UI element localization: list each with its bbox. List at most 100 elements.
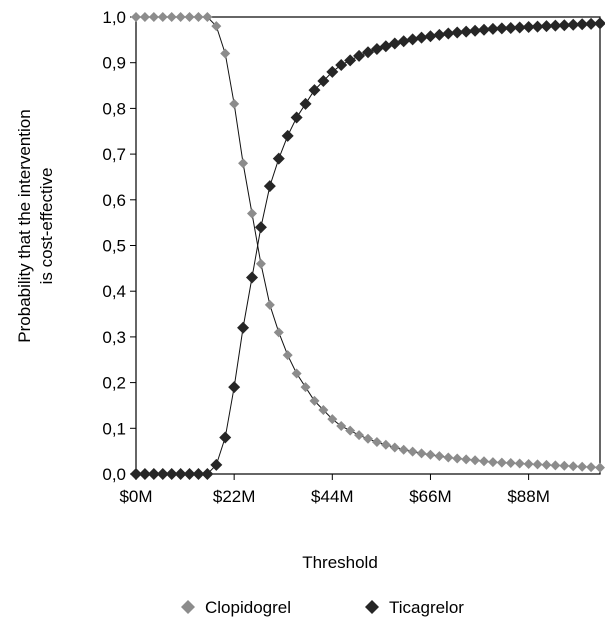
legend-marker-clopidogrel xyxy=(181,600,195,614)
data-point xyxy=(389,442,400,453)
y-axis-title: Probability that the intervention is cos… xyxy=(15,109,56,342)
data-point xyxy=(254,221,267,234)
x-tick-label: $66M xyxy=(409,487,452,506)
data-point xyxy=(353,49,366,62)
data-point xyxy=(202,12,213,22)
data-point xyxy=(388,37,401,50)
data-point xyxy=(595,462,605,473)
data-point xyxy=(541,459,552,470)
x-tick-label: $44M xyxy=(311,487,354,506)
data-point xyxy=(363,433,373,444)
x-tick-label: $88M xyxy=(507,487,550,506)
plot-frame xyxy=(135,16,601,475)
data-point xyxy=(469,24,482,37)
data-point xyxy=(540,20,553,33)
data-point xyxy=(299,97,312,110)
legend-label-clopidogrel: Clopidogrel xyxy=(205,598,291,617)
data-point xyxy=(273,327,284,338)
data-point xyxy=(335,58,348,71)
data-point xyxy=(370,42,383,55)
y-tick-label: 0,8 xyxy=(102,99,126,118)
data-point xyxy=(495,22,508,35)
data-point xyxy=(433,28,446,41)
data-point xyxy=(192,468,205,480)
y-axis-title-line-2: is cost-effective xyxy=(37,168,56,285)
data-point xyxy=(220,48,231,59)
data-point xyxy=(184,12,195,22)
legend-label-ticagrelor: Ticagrelor xyxy=(389,598,464,617)
data-point xyxy=(318,405,329,416)
data-point xyxy=(345,425,356,436)
data-point xyxy=(479,456,489,467)
data-point xyxy=(147,468,160,480)
y-tick-label: 0,4 xyxy=(102,282,126,301)
data-point xyxy=(344,54,357,67)
y-tick-label: 0,6 xyxy=(102,191,126,210)
data-point xyxy=(380,439,391,450)
data-point xyxy=(559,460,570,471)
x-axis: $0M $22M $44M $66M $88M xyxy=(119,474,550,506)
y-tick-label: 0,5 xyxy=(102,237,126,256)
data-point xyxy=(327,414,338,425)
data-point xyxy=(442,27,455,40)
data-point xyxy=(291,368,302,379)
data-point xyxy=(531,20,544,33)
data-point xyxy=(156,468,169,480)
data-point xyxy=(130,468,142,480)
data-point xyxy=(131,12,141,22)
data-point xyxy=(263,180,276,193)
data-point xyxy=(523,458,534,469)
data-point xyxy=(576,18,589,31)
data-point xyxy=(183,468,196,480)
data-point xyxy=(461,454,472,465)
data-point xyxy=(470,455,481,466)
data-point xyxy=(415,31,428,44)
data-point xyxy=(407,446,418,457)
data-point xyxy=(567,18,580,31)
y-tick-label: 0,0 xyxy=(102,465,126,484)
data-point xyxy=(309,395,320,406)
y-axis-title-line-1: Probability that the intervention xyxy=(15,109,34,342)
data-point xyxy=(478,23,490,36)
series-line xyxy=(136,16,601,469)
data-point xyxy=(585,17,598,30)
x-axis-title: Threshold xyxy=(302,553,378,572)
data-point xyxy=(264,299,275,310)
legend-marker-ticagrelor xyxy=(365,600,379,614)
data-point xyxy=(496,457,507,468)
x-tick-label: $0M xyxy=(119,487,152,506)
data-point xyxy=(513,21,526,34)
data-point xyxy=(424,30,437,43)
data-point xyxy=(193,12,204,22)
y-tick-label: 1,0 xyxy=(102,8,126,27)
y-tick-label: 0,3 xyxy=(102,328,126,347)
data-point xyxy=(139,12,150,22)
data-point xyxy=(165,468,178,480)
data-point xyxy=(451,26,464,39)
data-point xyxy=(452,453,463,464)
data-point xyxy=(397,35,410,48)
data-point xyxy=(300,382,311,393)
data-point xyxy=(416,448,427,459)
data-point xyxy=(486,22,499,35)
y-tick-label: 0,2 xyxy=(102,374,126,393)
data-point xyxy=(175,12,186,22)
data-point xyxy=(460,25,473,38)
data-point xyxy=(406,33,419,46)
y-tick-label: 0,9 xyxy=(102,54,126,73)
data-point xyxy=(229,98,240,109)
y-tick-label: 0,7 xyxy=(102,145,126,164)
data-point xyxy=(247,208,257,219)
data-point xyxy=(237,321,250,334)
data-point xyxy=(211,21,222,32)
data-point xyxy=(549,19,562,32)
data-point xyxy=(166,12,177,22)
plot-area xyxy=(135,16,601,475)
data-point xyxy=(272,152,285,165)
data-point xyxy=(246,271,258,284)
data-point xyxy=(362,46,374,59)
data-point xyxy=(379,40,392,53)
data-point xyxy=(354,430,365,441)
data-point xyxy=(210,458,223,471)
y-tick-label: 0,1 xyxy=(102,419,126,438)
